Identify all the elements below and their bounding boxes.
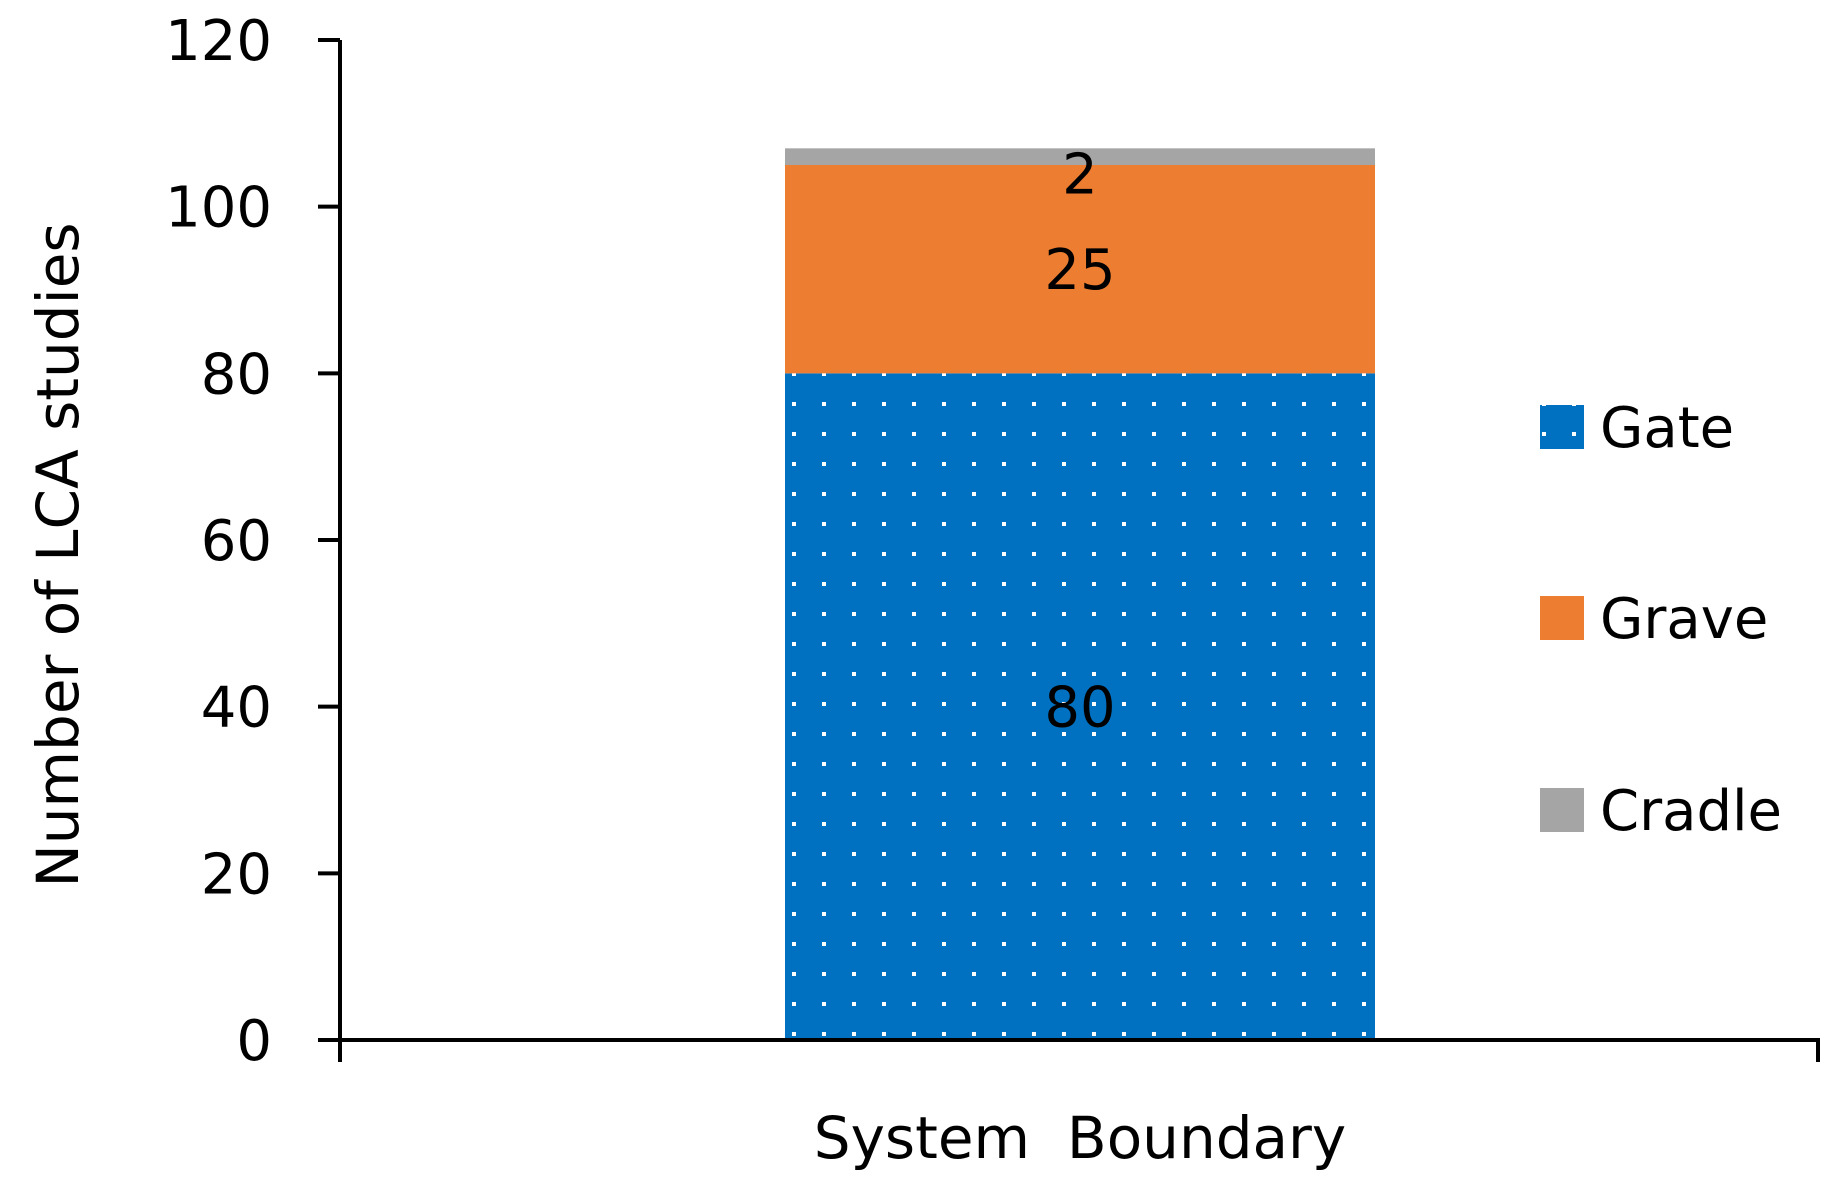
y-tick-label-80: 80 bbox=[201, 342, 272, 407]
y-axis-title: Number of LCA studies bbox=[24, 222, 92, 887]
legend: Gate Grave Cradle bbox=[1540, 396, 1782, 844]
legend-label-gate: Gate bbox=[1600, 396, 1734, 461]
y-tick-label-40: 40 bbox=[201, 676, 272, 741]
y-ticks: 0 20 40 60 80 100 120 bbox=[165, 9, 340, 1074]
legend-label-cradle: Cradle bbox=[1600, 779, 1782, 844]
bar-segment-gate bbox=[785, 373, 1375, 1040]
legend-swatch-gate bbox=[1540, 405, 1584, 449]
data-label-gate: 80 bbox=[1044, 676, 1115, 741]
x-axis-title: System Boundary bbox=[814, 1104, 1346, 1172]
y-tick-label-0: 0 bbox=[236, 1009, 272, 1074]
y-tick-label-60: 60 bbox=[201, 509, 272, 574]
bar-stack bbox=[785, 148, 1375, 1040]
data-label-cradle: 2 bbox=[1062, 142, 1098, 207]
data-labels: 80 25 2 bbox=[1044, 142, 1115, 740]
data-label-grave: 25 bbox=[1044, 238, 1115, 303]
legend-swatch-cradle bbox=[1540, 788, 1584, 832]
bar-segment-cradle bbox=[785, 148, 1375, 165]
y-tick-label-100: 100 bbox=[165, 176, 272, 241]
legend-swatch-grave bbox=[1540, 596, 1584, 640]
legend-label-grave: Grave bbox=[1600, 587, 1768, 652]
y-tick-label-20: 20 bbox=[201, 842, 272, 907]
bar-segment-grave bbox=[785, 165, 1375, 374]
y-tick-label-120: 120 bbox=[165, 9, 272, 74]
